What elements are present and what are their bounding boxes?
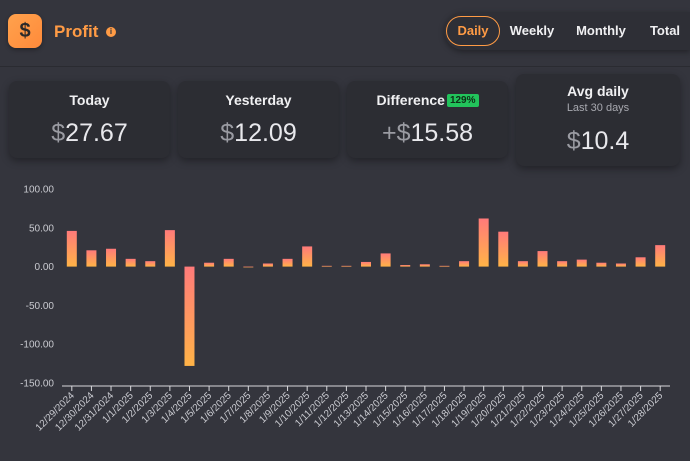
- today-label: Today: [69, 92, 110, 108]
- avg-daily-label: Avg daily: [567, 83, 629, 99]
- bar[interactable]: [537, 251, 548, 267]
- x-axis: 12/29/202412/30/202412/31/20241/1/20251/…: [34, 385, 670, 434]
- bar[interactable]: [164, 230, 175, 267]
- bar[interactable]: [400, 265, 411, 267]
- period-tabs: Daily Weekly Monthly Total: [444, 12, 690, 50]
- bar[interactable]: [66, 230, 77, 267]
- difference-label: Difference 129%: [347, 92, 508, 108]
- bar[interactable]: [576, 259, 587, 267]
- avg-daily-value: $10.4: [566, 127, 630, 155]
- yesterday-label: Yesterday: [225, 92, 292, 108]
- bar[interactable]: [635, 257, 646, 267]
- y-axis: 100.00 50.00 0.00 -50.00 -100.00 -150.00: [20, 185, 54, 390]
- header-bar: $ Profit i Daily Weekly Monthly Total: [0, 0, 690, 67]
- bar[interactable]: [145, 261, 156, 267]
- bar[interactable]: [282, 258, 293, 267]
- bar[interactable]: [478, 218, 489, 267]
- yesterday-value: $12.09: [220, 119, 297, 147]
- bar[interactable]: [184, 266, 195, 366]
- bar[interactable]: [243, 266, 254, 268]
- difference-card: Difference 129% +$15.58: [347, 81, 508, 158]
- bar[interactable]: [86, 250, 97, 267]
- y-tick-label: 100.00: [23, 185, 54, 196]
- bar[interactable]: [302, 246, 313, 267]
- today-card: Today $27.67: [9, 81, 170, 158]
- info-icon[interactable]: i: [106, 27, 116, 37]
- bar[interactable]: [419, 264, 430, 267]
- avg-daily-card: Avg daily Last 30 days $10.4: [516, 74, 680, 166]
- dollar-logo-icon: $: [8, 14, 42, 48]
- bar[interactable]: [596, 262, 607, 267]
- bar[interactable]: [380, 253, 391, 267]
- tab-daily[interactable]: Daily: [446, 16, 500, 46]
- tab-monthly[interactable]: Monthly: [576, 23, 626, 38]
- bar[interactable]: [459, 261, 470, 267]
- percent-badge: 129%: [446, 94, 479, 107]
- bar[interactable]: [223, 258, 234, 267]
- tab-total[interactable]: Total: [649, 23, 681, 38]
- bar[interactable]: [655, 245, 666, 267]
- y-tick-label: 0.00: [35, 262, 55, 273]
- today-value: $27.67: [51, 119, 128, 147]
- avg-daily-sublabel: Last 30 days: [566, 102, 630, 114]
- bar[interactable]: [262, 263, 273, 267]
- bar[interactable]: [498, 231, 509, 267]
- bar[interactable]: [615, 263, 626, 267]
- y-tick-label: 50.00: [29, 223, 54, 234]
- page-title: Profit: [54, 22, 99, 41]
- difference-value: +$15.58: [381, 119, 474, 147]
- bar[interactable]: [204, 262, 215, 267]
- y-tick-label: -100.00: [20, 340, 54, 351]
- y-tick-label: -50.00: [26, 301, 55, 312]
- bar[interactable]: [439, 265, 450, 267]
- bar[interactable]: [361, 261, 371, 267]
- bar[interactable]: [557, 261, 568, 267]
- bar[interactable]: [341, 265, 352, 267]
- bar[interactable]: [517, 261, 528, 267]
- y-tick-label: -150.00: [20, 379, 54, 390]
- bar[interactable]: [125, 258, 136, 267]
- bar[interactable]: [106, 248, 117, 267]
- yesterday-card: Yesterday $12.09: [178, 81, 339, 158]
- bars-group: [66, 218, 666, 366]
- tab-weekly[interactable]: Weekly: [509, 23, 555, 38]
- bar[interactable]: [321, 265, 332, 267]
